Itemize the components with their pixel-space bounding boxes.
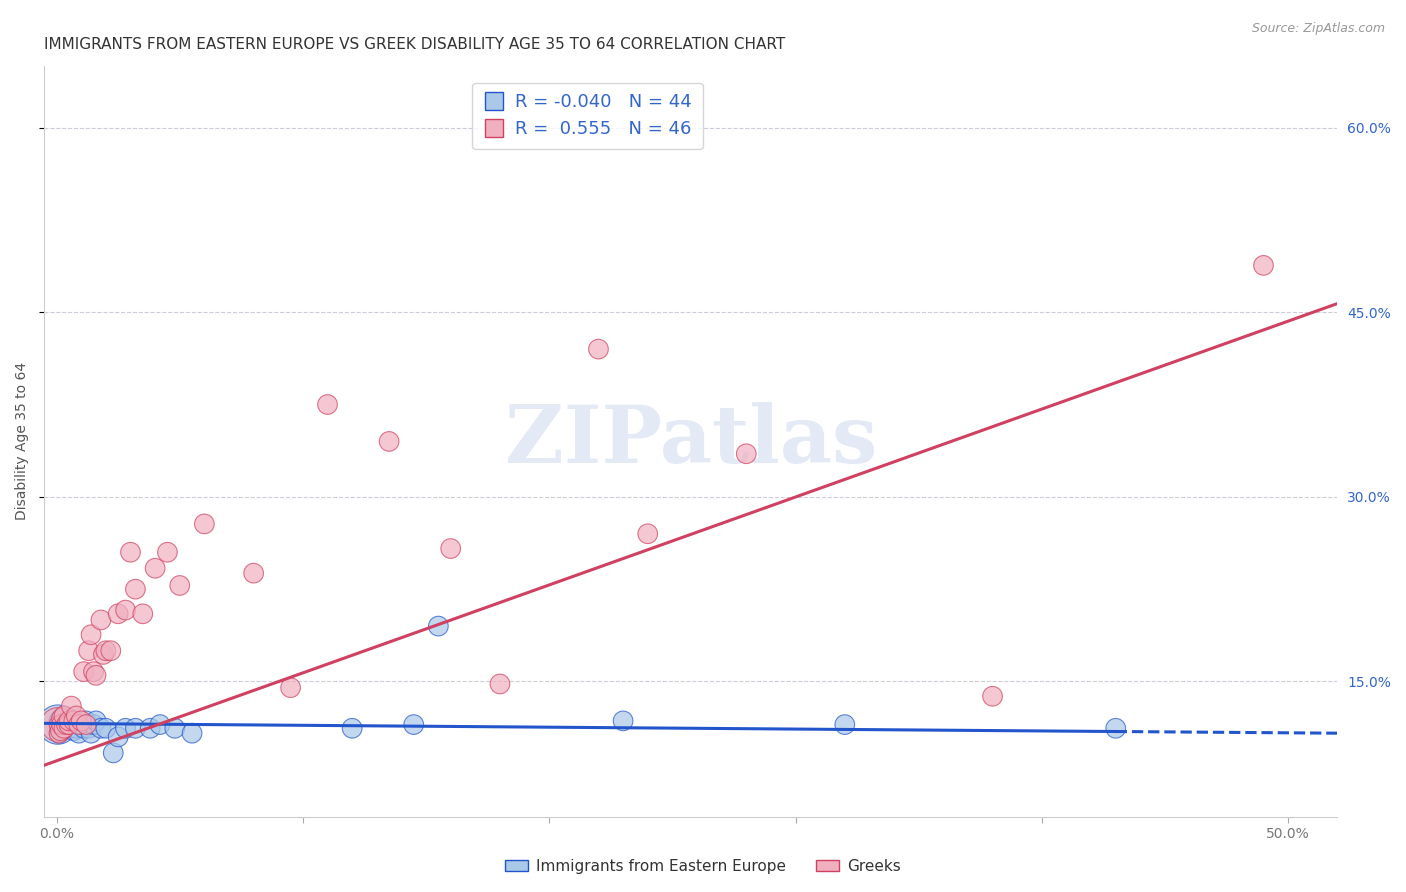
Point bbox=[124, 721, 146, 735]
Point bbox=[834, 717, 856, 731]
Point bbox=[51, 711, 73, 725]
Point bbox=[48, 726, 70, 740]
Point bbox=[49, 721, 72, 735]
Point bbox=[65, 721, 87, 735]
Point bbox=[53, 709, 76, 723]
Point bbox=[149, 717, 172, 731]
Legend: R = -0.040   N = 44, R =  0.555   N = 46: R = -0.040 N = 44, R = 0.555 N = 46 bbox=[472, 82, 703, 149]
Point bbox=[280, 681, 302, 695]
Point bbox=[169, 578, 191, 592]
Point bbox=[53, 721, 76, 735]
Point bbox=[51, 717, 73, 731]
Point bbox=[107, 730, 129, 744]
Point bbox=[48, 726, 70, 740]
Point bbox=[55, 717, 77, 731]
Point bbox=[70, 717, 93, 731]
Point bbox=[114, 603, 136, 617]
Point bbox=[114, 721, 136, 735]
Point bbox=[63, 714, 86, 728]
Point bbox=[63, 714, 86, 728]
Point bbox=[181, 726, 204, 740]
Point bbox=[735, 447, 758, 461]
Point bbox=[427, 619, 450, 633]
Point bbox=[67, 726, 90, 740]
Point bbox=[53, 717, 76, 731]
Point bbox=[51, 717, 73, 731]
Point bbox=[193, 516, 215, 531]
Point bbox=[46, 717, 69, 731]
Point bbox=[77, 643, 100, 657]
Point bbox=[75, 717, 97, 731]
Point bbox=[103, 746, 125, 760]
Point bbox=[80, 726, 103, 740]
Point bbox=[73, 665, 96, 679]
Point bbox=[1253, 259, 1275, 273]
Point bbox=[981, 690, 1004, 704]
Point bbox=[80, 628, 103, 642]
Point bbox=[83, 665, 105, 679]
Point bbox=[55, 717, 77, 731]
Point bbox=[163, 721, 186, 735]
Text: Source: ZipAtlas.com: Source: ZipAtlas.com bbox=[1251, 22, 1385, 36]
Point bbox=[1105, 721, 1128, 735]
Text: IMMIGRANTS FROM EASTERN EUROPE VS GREEK DISABILITY AGE 35 TO 64 CORRELATION CHAR: IMMIGRANTS FROM EASTERN EUROPE VS GREEK … bbox=[44, 37, 786, 53]
Point bbox=[48, 714, 70, 728]
Point bbox=[90, 721, 112, 735]
Point bbox=[132, 607, 155, 621]
Point bbox=[73, 721, 96, 735]
Point bbox=[94, 643, 117, 657]
Point bbox=[48, 717, 70, 731]
Point bbox=[489, 677, 512, 691]
Point bbox=[75, 714, 97, 728]
Point bbox=[53, 709, 76, 723]
Point bbox=[65, 717, 87, 731]
Point bbox=[65, 709, 87, 723]
Point bbox=[124, 582, 146, 596]
Y-axis label: Disability Age 35 to 64: Disability Age 35 to 64 bbox=[15, 362, 30, 521]
Point bbox=[100, 643, 122, 657]
Point bbox=[143, 561, 166, 575]
Point bbox=[70, 714, 93, 728]
Point bbox=[58, 711, 80, 725]
Point bbox=[63, 723, 86, 738]
Point bbox=[402, 717, 425, 731]
Point bbox=[58, 717, 80, 731]
Point bbox=[637, 526, 659, 541]
Point bbox=[84, 668, 107, 682]
Point bbox=[58, 721, 80, 735]
Point bbox=[77, 721, 100, 735]
Point bbox=[53, 721, 76, 735]
Point bbox=[588, 342, 610, 356]
Point bbox=[316, 397, 339, 411]
Point bbox=[242, 566, 264, 581]
Point bbox=[612, 714, 634, 728]
Point bbox=[67, 717, 90, 731]
Legend: Immigrants from Eastern Europe, Greeks: Immigrants from Eastern Europe, Greeks bbox=[499, 853, 907, 880]
Point bbox=[139, 721, 162, 735]
Point bbox=[107, 607, 129, 621]
Point bbox=[156, 545, 179, 559]
Point bbox=[55, 714, 77, 728]
Point bbox=[340, 721, 363, 735]
Point bbox=[52, 714, 75, 728]
Point bbox=[84, 714, 107, 728]
Point bbox=[51, 711, 73, 725]
Point bbox=[94, 721, 117, 735]
Point bbox=[46, 717, 69, 731]
Point bbox=[378, 434, 401, 449]
Point bbox=[120, 545, 142, 559]
Point bbox=[60, 717, 83, 731]
Point bbox=[60, 699, 83, 714]
Point bbox=[93, 648, 115, 662]
Point bbox=[83, 717, 105, 731]
Point bbox=[58, 714, 80, 728]
Point bbox=[51, 723, 73, 738]
Point bbox=[90, 613, 112, 627]
Point bbox=[440, 541, 463, 556]
Point bbox=[49, 723, 72, 738]
Text: ZIPatlas: ZIPatlas bbox=[505, 402, 877, 481]
